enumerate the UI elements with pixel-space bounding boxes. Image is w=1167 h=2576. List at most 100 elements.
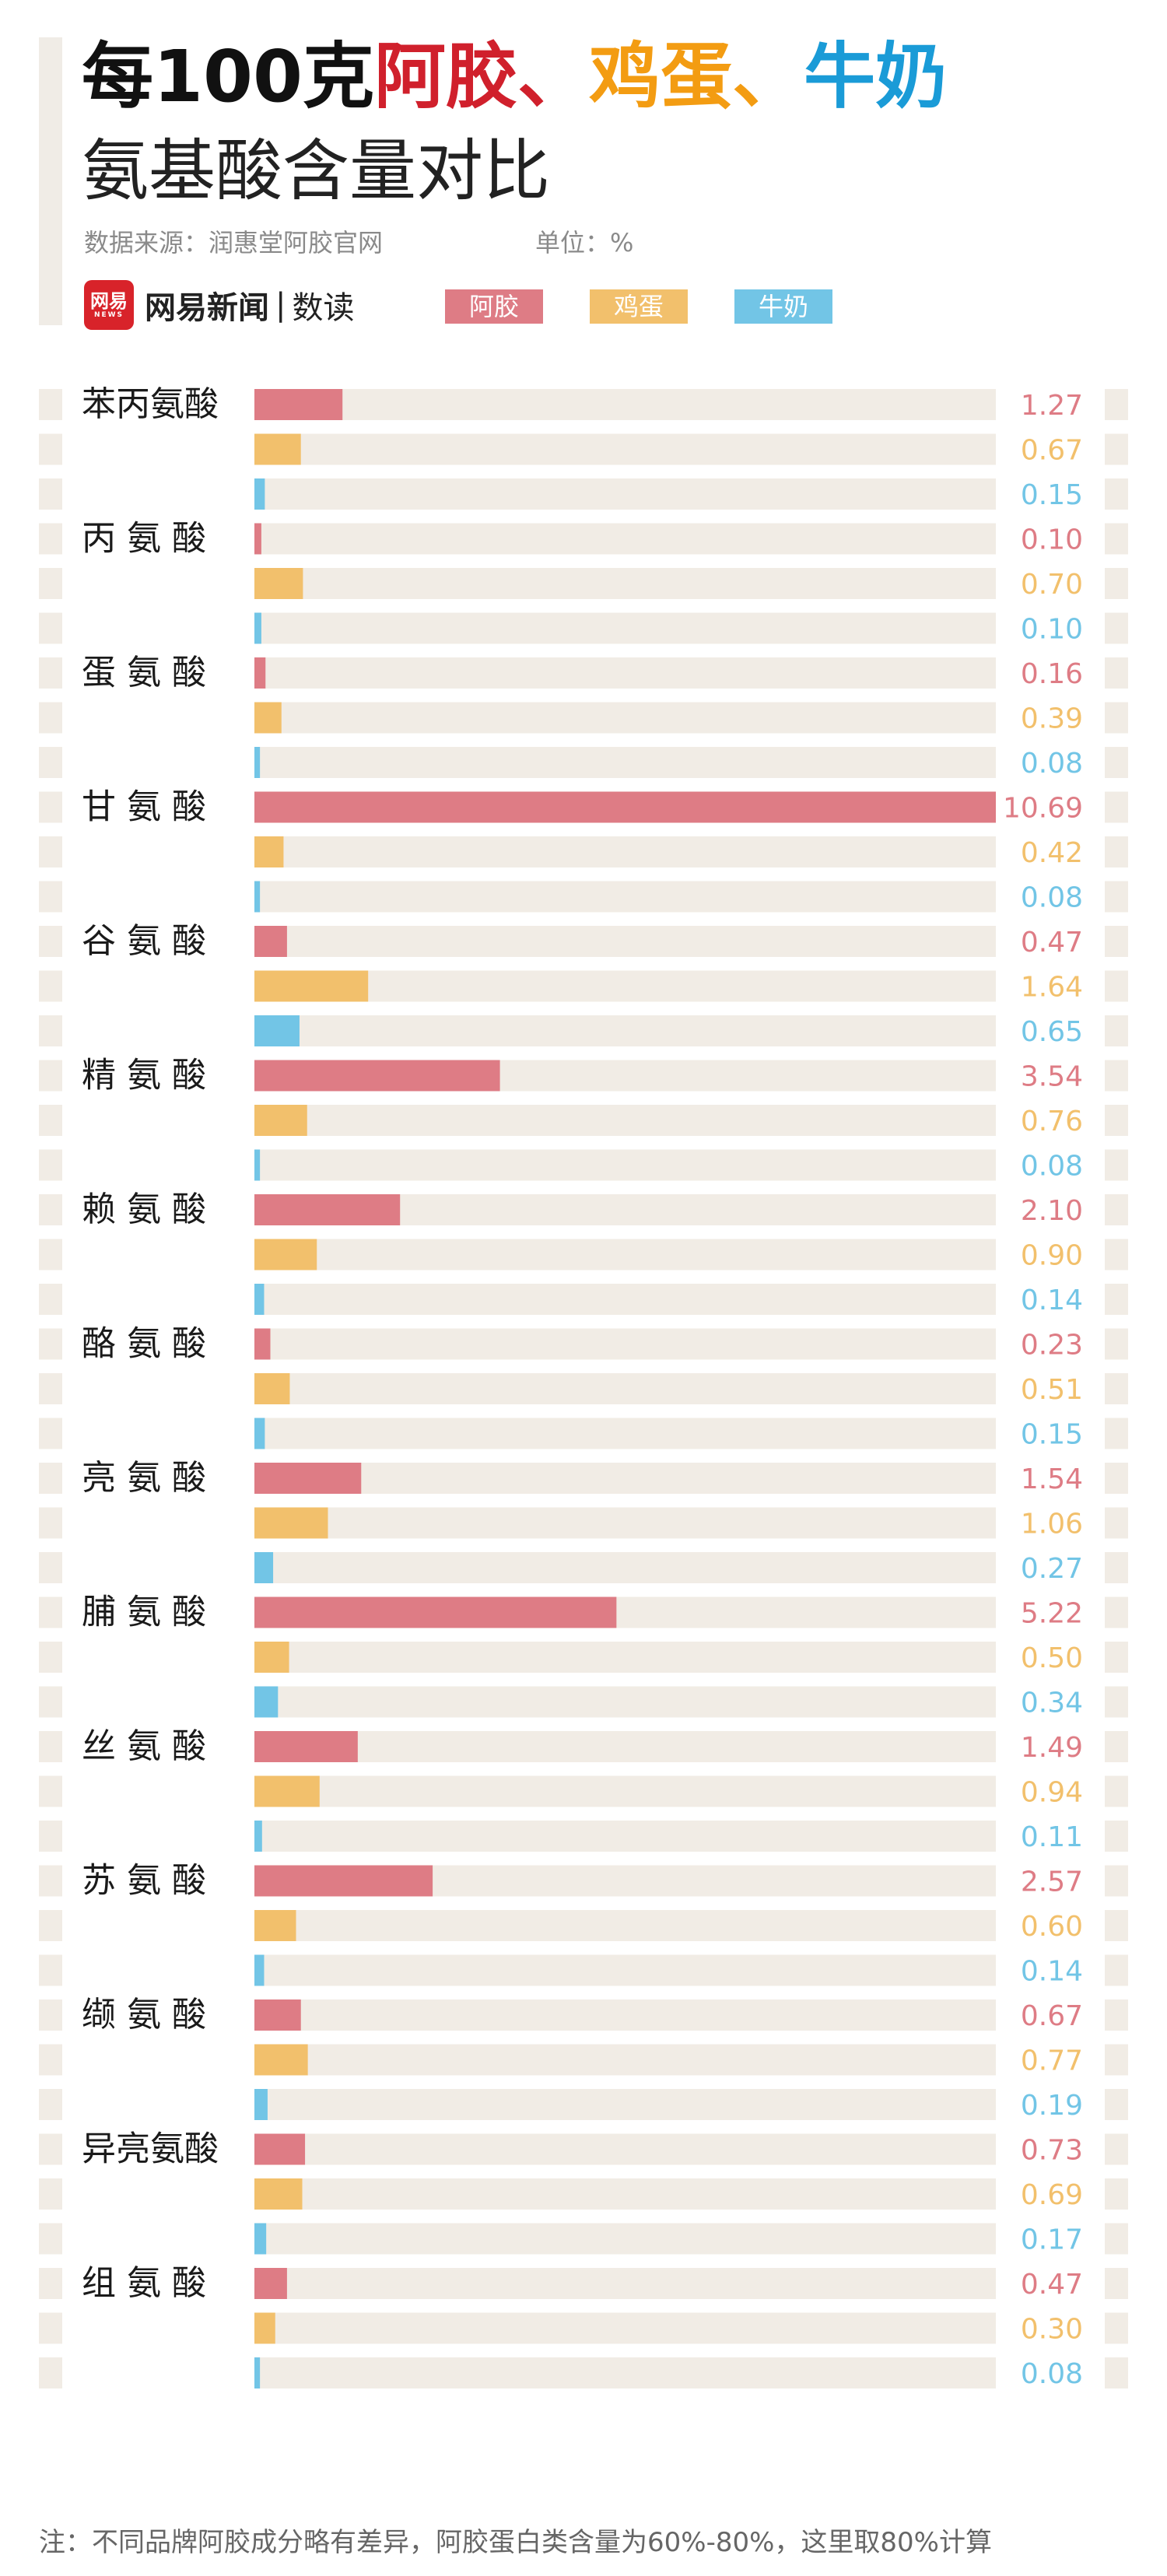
value-label-ejiao: 0.23 <box>1021 1330 1083 1362</box>
row-right-block <box>1105 2178 1128 2210</box>
brand-block: 网易 NEWS 网易新闻 | 数读 <box>84 280 354 330</box>
bar-track <box>254 836 996 867</box>
category-label: 谷氨酸 <box>82 921 217 961</box>
bar-egg <box>254 2178 303 2210</box>
bar-milk <box>254 2223 267 2255</box>
category-label: 赖氨酸 <box>82 1190 217 1229</box>
row-right-block <box>1105 2133 1128 2165</box>
row-left-block <box>39 612 62 644</box>
value-label-egg: 1.64 <box>1021 972 1083 1004</box>
row-left-block <box>39 1328 62 1360</box>
row-left-block <box>39 568 62 599</box>
bar-track <box>254 2089 996 2120</box>
value-label-ejiao: 0.10 <box>1021 524 1083 556</box>
value-label-ejiao: 3.54 <box>1021 1061 1083 1093</box>
category-label: 组氨酸 <box>82 2263 217 2303</box>
value-label-milk: 0.27 <box>1021 1553 1083 1585</box>
row-left-block <box>39 1373 62 1404</box>
row-left-block <box>39 2312 62 2344</box>
bar-track <box>254 1105 996 1136</box>
row-right-block <box>1105 791 1128 823</box>
row-right-block <box>1105 433 1128 465</box>
value-label-ejiao: 0.47 <box>1021 2269 1083 2301</box>
row-right-block <box>1105 1865 1128 1897</box>
bar-milk <box>254 1552 274 1583</box>
bar-milk <box>254 1821 262 1852</box>
bar-ejiao <box>254 1463 362 1494</box>
value-label-egg: 0.70 <box>1021 569 1083 601</box>
value-label-egg: 0.67 <box>1021 435 1083 467</box>
bar-ejiao <box>254 2268 287 2299</box>
row-right-block <box>1105 1775 1128 1807</box>
bar-egg <box>254 1507 328 1539</box>
row-left-block <box>39 1015 62 1046</box>
value-label-egg: 0.69 <box>1021 2179 1083 2211</box>
bar-egg <box>254 568 303 599</box>
row-right-block <box>1105 2268 1128 2299</box>
value-label-ejiao: 1.54 <box>1021 1463 1083 1495</box>
bar-milk <box>254 1686 279 1718</box>
row-left-block <box>39 702 62 734</box>
bar-track <box>254 568 996 599</box>
brand-section: 数读 <box>292 290 355 326</box>
bar-ejiao <box>254 657 266 689</box>
value-label-ejiao: 5.22 <box>1021 1598 1083 1630</box>
category-label: 精氨酸 <box>82 1056 217 1095</box>
chart-title: 每100克阿胶、鸡蛋、牛奶 <box>82 31 947 123</box>
bar-egg <box>254 2044 308 2076</box>
row-left-block <box>39 1463 62 1494</box>
row-left-block <box>39 523 62 555</box>
row-right-block <box>1105 1642 1128 1673</box>
row-right-block <box>1105 702 1128 734</box>
legend-ejiao: 阿胶 <box>445 289 543 324</box>
bar-track <box>254 2357 996 2388</box>
value-label-milk: 0.11 <box>1021 1821 1083 1853</box>
row-right-block <box>1105 1999 1128 2031</box>
chart-subtitle: 氨基酸含量对比 <box>82 132 550 210</box>
row-right-block <box>1105 1552 1128 1583</box>
row-right-block <box>1105 1239 1128 1270</box>
row-left-block <box>39 1507 62 1539</box>
bar-track <box>254 2133 996 2165</box>
value-label-milk: 0.19 <box>1021 2090 1083 2122</box>
value-label-milk: 0.65 <box>1021 1016 1083 1048</box>
row-right-block <box>1105 612 1128 644</box>
row-right-block <box>1105 1507 1128 1539</box>
category-label: 丝氨酸 <box>82 1726 217 1766</box>
row-left-block <box>39 1105 62 1136</box>
row-right-block <box>1105 1821 1128 1852</box>
row-right-block <box>1105 2044 1128 2076</box>
bar-egg <box>254 1373 290 1404</box>
bar-track <box>254 2312 996 2344</box>
title-egg: 鸡蛋 <box>589 35 733 118</box>
value-label-milk: 0.15 <box>1021 1419 1083 1451</box>
value-label-milk: 0.15 <box>1021 479 1083 511</box>
bar-egg <box>254 702 282 734</box>
row-right-block <box>1105 657 1128 689</box>
row-right-block <box>1105 747 1128 778</box>
bar-milk <box>254 1954 265 1986</box>
row-left-block <box>39 926 62 957</box>
value-label-egg: 0.60 <box>1021 1911 1083 1943</box>
value-label-egg: 0.94 <box>1021 1777 1083 1809</box>
bar-milk <box>254 1015 300 1046</box>
title-milk: 牛奶 <box>804 35 948 118</box>
row-right-block <box>1105 389 1128 420</box>
row-left-block <box>39 2178 62 2210</box>
row-left-block <box>39 791 62 823</box>
row-left-block <box>39 657 62 689</box>
row-left-block <box>39 2268 62 2299</box>
row-left-block <box>39 1686 62 1718</box>
row-right-block <box>1105 881 1128 913</box>
bar-ejiao <box>254 926 287 957</box>
bar-egg <box>254 1642 289 1673</box>
category-label: 苏氨酸 <box>82 1861 217 1901</box>
row-right-block <box>1105 1954 1128 1986</box>
bar-egg <box>254 836 284 867</box>
value-label-milk: 0.17 <box>1021 2224 1083 2256</box>
bar-ejiao <box>254 1731 358 1762</box>
row-right-block <box>1105 2312 1128 2344</box>
row-left-block <box>39 433 62 465</box>
value-label-ejiao: 10.69 <box>1003 793 1083 825</box>
